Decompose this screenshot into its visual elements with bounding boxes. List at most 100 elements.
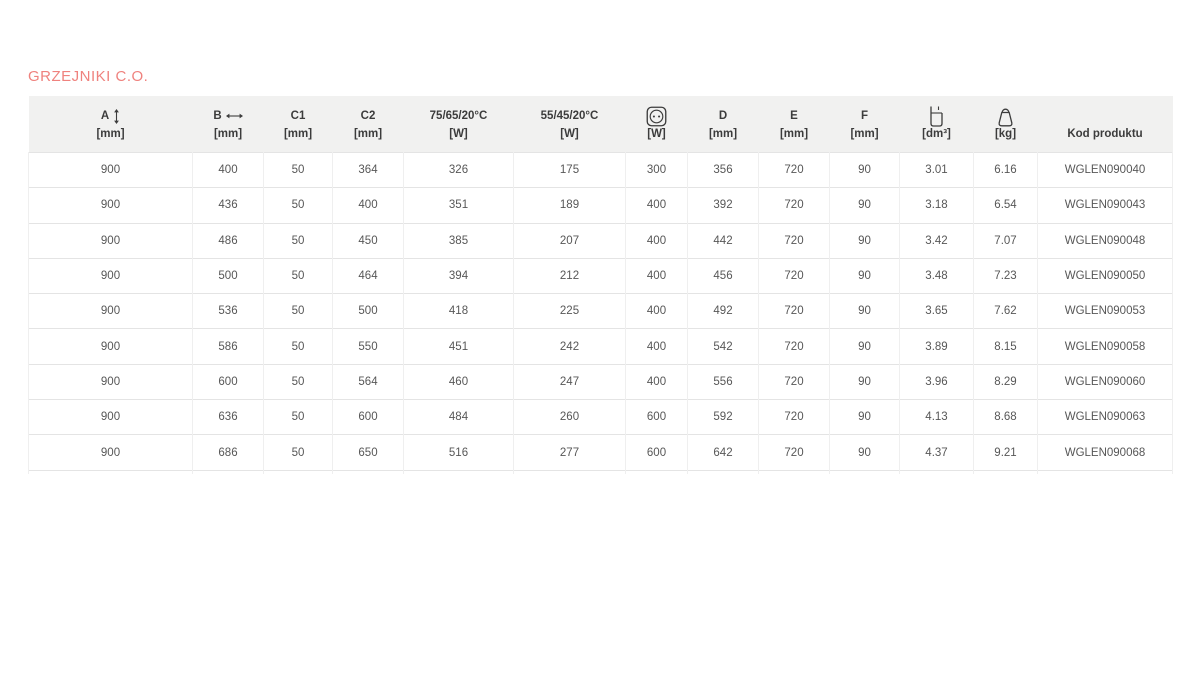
column-label: F xyxy=(860,110,869,122)
column-unit: [kg] xyxy=(994,128,1017,140)
column-header-power-socket: [W] xyxy=(625,96,688,153)
cell: 900 xyxy=(28,363,193,400)
cell xyxy=(625,469,688,474)
cell: 720 xyxy=(758,363,830,400)
cell: 436 xyxy=(192,187,264,224)
cell: 720 xyxy=(758,257,830,294)
cell: 4.37 xyxy=(899,434,974,471)
cell: 900 xyxy=(28,151,193,188)
cell: 90 xyxy=(829,293,900,329)
cell: 720 xyxy=(758,151,830,188)
cell: 242 xyxy=(513,328,626,365)
cell: 900 xyxy=(28,328,193,365)
column-header-water-volume: [dm³] xyxy=(899,96,974,153)
cell: 400 xyxy=(625,222,688,259)
cell xyxy=(28,469,193,474)
cell: 277 xyxy=(513,434,626,471)
cell: 456 xyxy=(687,257,759,294)
column-unit: [mm] xyxy=(283,128,313,140)
cell: 90 xyxy=(829,363,900,400)
cell: 592 xyxy=(687,399,759,435)
cell: 720 xyxy=(758,434,830,471)
cell: 300 xyxy=(625,151,688,188)
column-unit: [mm] xyxy=(353,128,383,140)
cell-product-code: WGLEN090068 xyxy=(1037,434,1173,471)
column-header-c1: C1 [mm] xyxy=(263,96,333,153)
cell: 207 xyxy=(513,222,626,259)
cell: 326 xyxy=(403,151,514,188)
column-header-a: A [mm] xyxy=(28,96,193,153)
column-unit: [W] xyxy=(449,128,468,140)
cell-product-code: WGLEN090058 xyxy=(1037,328,1173,365)
column-unit: [mm] xyxy=(213,128,243,140)
table-row: 900 636 50 600 484 260 600 592 720 90 4.13 8.68 WGLE… xyxy=(28,399,1173,435)
cell: 50 xyxy=(263,434,333,471)
cell xyxy=(513,469,626,474)
cell: 720 xyxy=(758,187,830,224)
cell: 394 xyxy=(403,257,514,294)
cell: 720 xyxy=(758,293,830,329)
cell xyxy=(973,469,1038,474)
column-label: E xyxy=(790,110,798,122)
column-unit: [dm³] xyxy=(922,128,951,140)
cell: 564 xyxy=(332,363,404,400)
cell: 720 xyxy=(758,222,830,259)
cell: 351 xyxy=(403,187,514,224)
cell: 400 xyxy=(192,151,264,188)
cell: 3.89 xyxy=(899,328,974,365)
cell: 400 xyxy=(625,293,688,329)
column-header-e: E [mm] xyxy=(758,96,830,153)
column-header-kod-produktu: Kod produktu xyxy=(1037,96,1173,153)
page-title: GRZEJNIKI C.O. xyxy=(28,68,149,85)
cell xyxy=(1037,469,1173,474)
cell: 225 xyxy=(513,293,626,329)
cell: 486 xyxy=(192,222,264,259)
column-header-55-45-20-c: 55/45/20°C [W] xyxy=(513,96,626,153)
cell: 90 xyxy=(829,187,900,224)
cell: 400 xyxy=(625,187,688,224)
cell: 536 xyxy=(192,293,264,329)
cell: 900 xyxy=(28,434,193,471)
column-unit: [W] xyxy=(647,128,666,140)
cell: 450 xyxy=(332,222,404,259)
cell: 3.48 xyxy=(899,257,974,294)
column-unit: [mm] xyxy=(96,128,125,140)
cell-product-code: WGLEN090060 xyxy=(1037,363,1173,400)
cell: 50 xyxy=(263,222,333,259)
column-header-b: B [mm] xyxy=(192,96,264,153)
table-body: 900 400 50 364 326 175 300 356 720 90 3.01 6.16 WGLE… xyxy=(28,151,1173,474)
column-header-d: D [mm] xyxy=(687,96,759,153)
cell-product-code: WGLEN090053 xyxy=(1037,293,1173,329)
cell: 175 xyxy=(513,151,626,188)
cell: 650 xyxy=(332,434,404,471)
column-unit: [mm] xyxy=(708,128,738,140)
cell: 636 xyxy=(192,399,264,435)
column-header-f: F [mm] xyxy=(829,96,900,153)
cell: 400 xyxy=(625,328,688,365)
column-unit: [W] xyxy=(560,128,579,140)
cell: 4.13 xyxy=(899,399,974,435)
table-row: 900 600 50 564 460 247 400 556 720 90 3.96 8.29 WGLE… xyxy=(28,363,1173,400)
cell: 3.18 xyxy=(899,187,974,224)
cell: 500 xyxy=(192,257,264,294)
cell: 600 xyxy=(332,399,404,435)
table-row: 900 436 50 400 351 189 400 392 720 90 3.18 6.54 WGLE… xyxy=(28,187,1173,224)
column-label: 55/45/20°C xyxy=(540,110,599,122)
cell: 6.54 xyxy=(973,187,1038,224)
cell: 418 xyxy=(403,293,514,329)
cell-product-code: WGLEN090050 xyxy=(1037,257,1173,294)
cell: 3.96 xyxy=(899,363,974,400)
cell: 50 xyxy=(263,293,333,329)
column-label: Kod produktu xyxy=(1067,128,1143,140)
cell: 600 xyxy=(192,363,264,400)
column-label: 75/65/20°C xyxy=(429,110,488,122)
column-unit: [mm] xyxy=(779,128,809,140)
table-row: 900 686 50 650 516 277 600 642 720 90 4.37 9.21 WGLE… xyxy=(28,434,1173,471)
cell: 500 xyxy=(332,293,404,329)
cell: 90 xyxy=(829,257,900,294)
cell: 900 xyxy=(28,293,193,329)
cell xyxy=(758,469,830,474)
table-row: 900 486 50 450 385 207 400 442 720 90 3.42 7.07 WGLE… xyxy=(28,222,1173,259)
cell: 90 xyxy=(829,434,900,471)
table-header: A [mm] B [mm] C1 [mm] C2 [mm] 75/65/20°C [W] 55/45… xyxy=(28,96,1173,153)
